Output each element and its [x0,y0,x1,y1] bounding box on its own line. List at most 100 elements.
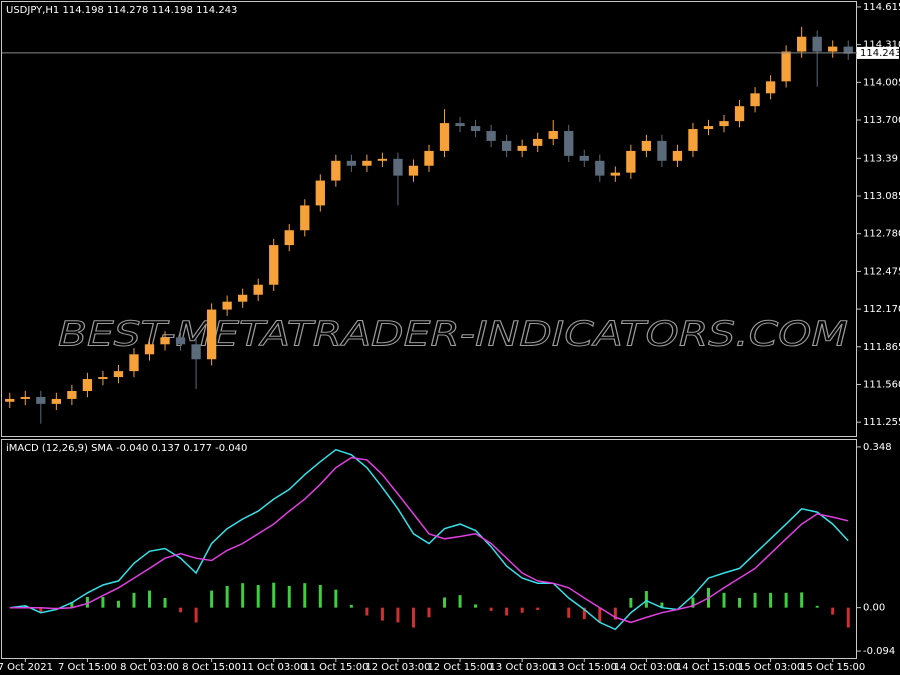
candle-body [20,396,30,399]
y-tick-label: -0.094 [863,646,895,657]
candle-body [269,245,279,285]
histogram-bar [256,585,260,608]
histogram-bar [520,607,524,613]
histogram-bar [303,583,307,608]
x-tick-label: 12 Oct 15:00 [427,662,492,673]
x-tick-label: 7 Oct 2021 [0,662,53,673]
candle-body [222,301,232,310]
candle-body [796,36,807,52]
candle-body [160,337,170,345]
candle-body [750,93,760,107]
x-tick-label: 13 Oct 15:00 [552,662,617,673]
y-tick-label: 112.170 [863,304,900,315]
candle-body [641,140,652,151]
histogram-bar [800,592,804,608]
histogram-bar [613,607,617,620]
candle-body [579,155,589,161]
y-tick-label: 112.780 [863,229,900,240]
histogram-bar [101,597,105,608]
y-tick-label: 111.255 [863,417,900,428]
histogram-bar [349,604,353,608]
candle-body [517,145,527,151]
candle-body [424,150,434,166]
candle-body [470,126,481,132]
y-tick-label: 113.085 [863,191,900,202]
x-tick-label: 15 Oct 03:00 [738,662,803,673]
histogram-bar [318,585,322,608]
histogram-bar [567,607,571,618]
histogram-bar [753,592,757,608]
histogram-bar [691,597,695,608]
symbol-header: USDJPY,H1 114.198 114.278 114.198 114.24… [6,5,237,16]
y-tick-label: 113.39 [863,153,898,164]
y-tick-label: 0.348 [863,442,892,453]
histogram-bar [179,607,183,613]
histogram-bar [163,597,167,608]
candle-body [843,46,853,54]
histogram-bar [784,592,788,608]
histogram-bar [831,607,835,615]
histogram-bar [241,583,245,608]
candle-body [408,165,419,176]
histogram-bar [598,607,602,623]
histogram-bar [70,602,74,608]
candle-body [439,123,450,151]
candle-body [98,377,108,380]
histogram-bar [769,592,773,608]
candle-body [300,205,310,231]
x-tick-label: 11 Oct 03:00 [241,662,306,673]
histogram-bar [411,607,415,628]
indicator-header: iMACD (12,26,9) SMA -0.040 0.137 0.177 -… [6,443,247,454]
histogram-bar [287,585,291,608]
histogram-bar [815,605,819,608]
histogram-bar [722,592,726,608]
x-tick-label: 8 Oct 03:00 [120,662,179,673]
y-tick-label: 111.865 [863,342,900,353]
candle-body [331,160,341,181]
candle-body [315,180,325,206]
candle-body [238,294,248,302]
candle-body [51,398,62,404]
candle-body [206,309,217,360]
candle-body [610,172,620,176]
x-tick-label: 15 Oct 15:00 [800,662,865,673]
y-tick-label: 114.005 [863,77,900,88]
y-tick-label: 114.615 [863,2,900,13]
x-tick-label: 13 Oct 03:00 [490,662,555,673]
candle-body [734,106,745,122]
histogram-bar [23,605,27,608]
histogram-bar [39,607,43,613]
candle-body [191,344,201,360]
price-label-box [857,46,899,59]
y-tick-label: 113.700 [863,115,900,126]
candle-body [455,123,465,127]
x-tick-label: 12 Oct 03:00 [365,662,430,673]
candle-body [5,398,15,402]
histogram-bar [380,607,384,621]
histogram-bar [536,607,540,610]
histogram-bar [272,582,276,608]
histogram-bar [505,607,509,616]
candle-body [362,160,372,166]
candle-body [393,158,403,176]
candle-body [113,371,124,378]
price-label: 114.243 [860,48,900,59]
indicator-line [9,456,849,624]
histogram-bar [660,602,664,608]
x-tick-label: 14 Oct 15:00 [676,662,741,673]
candle-body [595,160,605,176]
histogram-bar [474,604,478,608]
candle-body [82,379,93,392]
histogram-bar [738,597,742,608]
candle-body [703,126,714,130]
candle-body [129,354,139,372]
candle-body [486,131,496,141]
price-panel [1,1,857,437]
histogram-bar [334,589,338,608]
candle-body [501,140,512,151]
y-tick-label: 0.00 [863,603,885,614]
histogram-bar [427,607,431,618]
candle-body [377,158,388,161]
